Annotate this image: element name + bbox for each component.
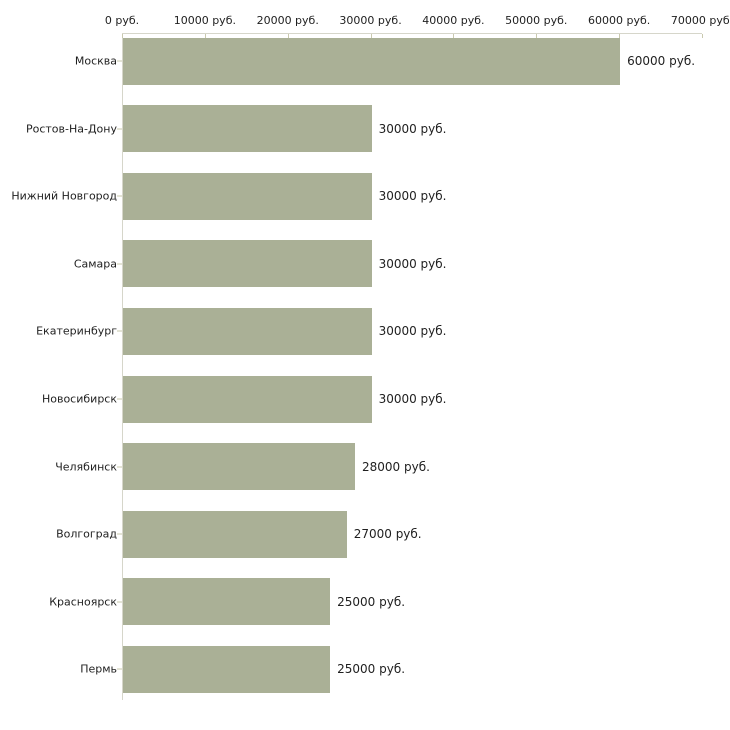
category-label: Москва — [74, 54, 117, 68]
x-axis-tick-label: 20000 руб. — [256, 14, 319, 27]
y-axis-tick-mark — [117, 263, 122, 265]
y-axis-tick-mark — [117, 60, 122, 62]
x-axis-tick-label: 0 руб. — [104, 14, 140, 27]
x-axis-tick-label: 40000 руб. — [422, 14, 485, 27]
value-label: 25000 руб. — [337, 594, 406, 609]
bar — [123, 172, 372, 220]
bar — [123, 578, 331, 626]
x-axis-tick-mark — [619, 34, 621, 38]
bar — [123, 37, 621, 85]
value-label: 30000 руб. — [378, 189, 447, 204]
category-label: Самара — [73, 257, 117, 271]
bar — [123, 443, 355, 491]
y-axis-tick-mark — [117, 195, 122, 197]
category-label: Красноярск — [49, 595, 117, 609]
x-axis-line — [122, 33, 702, 34]
y-axis-tick-mark — [117, 398, 122, 400]
x-axis-tick-mark — [370, 34, 372, 38]
bar — [123, 375, 372, 423]
value-label: 27000 руб. — [353, 527, 422, 542]
bar — [123, 645, 331, 693]
x-axis-tick-label: 60000 руб. — [588, 14, 651, 27]
y-axis-tick-mark — [117, 533, 122, 535]
x-axis-tick-mark — [702, 34, 703, 38]
value-label: 30000 руб. — [378, 121, 447, 136]
value-label: 28000 руб. — [362, 459, 430, 474]
x-axis-tick-mark — [453, 34, 455, 38]
value-label: 30000 руб. — [378, 392, 447, 406]
x-axis-tick-label: 10000 руб. — [173, 14, 236, 27]
y-axis-tick-mark — [117, 128, 122, 130]
category-label: Новосибирск — [41, 392, 117, 406]
y-axis-line — [122, 33, 123, 700]
category-label: Екатеринбург — [36, 324, 117, 338]
x-axis-tick-mark — [536, 34, 538, 38]
y-axis-tick-mark — [117, 466, 122, 468]
y-axis-tick-mark — [117, 601, 122, 603]
bar — [123, 105, 372, 153]
bar — [123, 510, 347, 558]
value-label: 30000 руб. — [378, 324, 447, 339]
x-axis-tick-mark — [122, 34, 123, 38]
category-label: Ростов-На-Дону — [25, 122, 117, 136]
x-axis-tick-label: 30000 руб. — [339, 14, 402, 27]
value-label: 60000 руб. — [627, 54, 696, 68]
y-axis-tick-mark — [117, 330, 122, 332]
category-label: Волгоград — [56, 527, 117, 541]
category-label: Пермь — [80, 662, 117, 676]
x-axis-tick-label: 50000 руб. — [505, 14, 568, 27]
value-label: 25000 руб. — [337, 662, 406, 677]
bar — [123, 307, 372, 355]
value-label: 30000 руб. — [378, 256, 447, 271]
bar — [123, 240, 372, 288]
category-label: Нижний Новгород — [11, 189, 117, 203]
x-axis-tick-mark — [287, 34, 289, 38]
category-label: Челябинск — [55, 460, 117, 474]
y-axis-tick-mark — [117, 668, 122, 670]
x-axis-tick-label: 70000 руб. — [670, 14, 730, 27]
x-axis-tick-mark — [204, 34, 206, 38]
